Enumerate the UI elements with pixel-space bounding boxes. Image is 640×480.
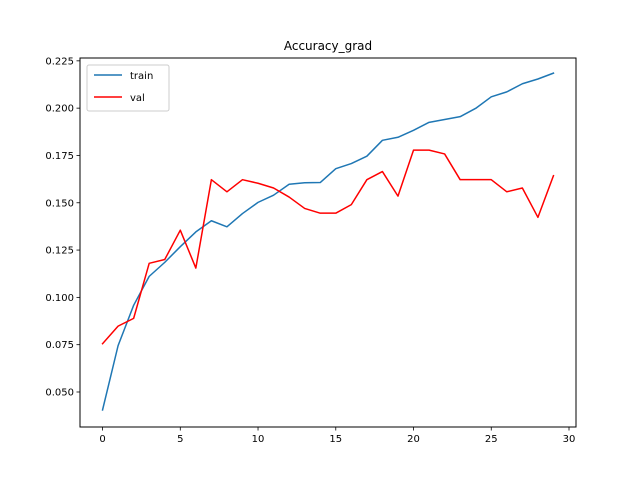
x-axis: 0 5 10 15 20 25 30 <box>99 427 575 445</box>
legend-box <box>86 64 170 112</box>
y-tick-label: 0.050 <box>45 387 74 398</box>
x-tick-label: 20 <box>407 434 420 445</box>
y-tick-label: 0.100 <box>45 293 74 304</box>
series-line-val <box>101 149 555 345</box>
x-tick-label: 0 <box>99 434 105 445</box>
y-axis: 0.050 0.075 0.100 0.125 0.150 0.175 0.200 0.225 <box>45 56 80 398</box>
series-layer <box>101 72 555 411</box>
legend: train val <box>86 64 170 112</box>
y-tick-label: 0.200 <box>45 104 74 115</box>
plot-area-frame <box>79 57 577 428</box>
y-tick-label: 0.150 <box>45 198 74 209</box>
y-tick-label: 0.075 <box>45 340 74 351</box>
x-tick-label: 30 <box>563 434 576 445</box>
y-tick-label: 0.125 <box>45 246 74 257</box>
y-tick-label: 0.175 <box>45 151 74 162</box>
series-line-train <box>101 72 555 411</box>
x-tick-label: 10 <box>252 434 265 445</box>
legend-label-train: train <box>130 71 153 82</box>
x-tick-label: 25 <box>485 434 498 445</box>
legend-label-val: val <box>130 93 145 104</box>
x-tick-label: 15 <box>329 434 342 445</box>
y-tick-label: 0.225 <box>45 56 74 67</box>
x-tick-label: 5 <box>177 434 183 445</box>
chart-title: Accuracy_grad <box>284 39 372 53</box>
